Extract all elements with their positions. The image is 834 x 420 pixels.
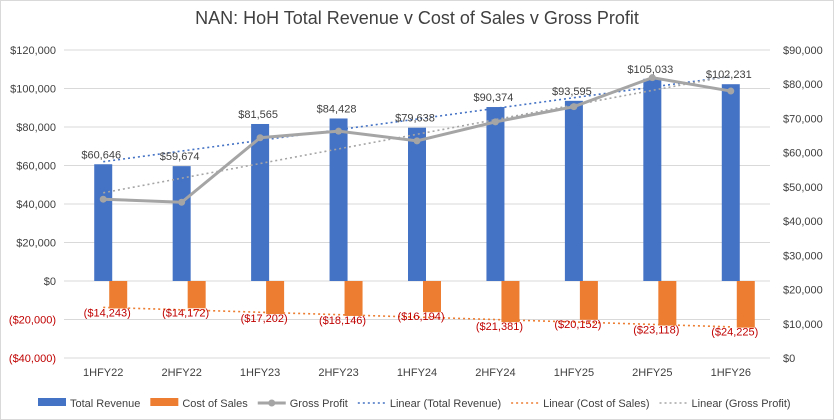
x-axis-tick-label: 1HFY26: [711, 367, 751, 379]
cost-of-sales-bar: [579, 281, 598, 320]
cost-of-sales-data-label: ($20,152): [554, 319, 601, 331]
gross-profit-marker: [570, 103, 578, 111]
revenue-bar: [408, 127, 426, 281]
right-axis-tick-label: $70,000: [783, 113, 823, 125]
gross-profit-marker: [178, 198, 186, 206]
revenue-bar: [564, 100, 583, 282]
left-axis-tick-label: ($40,000): [9, 353, 56, 365]
left-axis-tick-label: $80,000: [16, 122, 56, 134]
right-axis-tick-label: $20,000: [783, 285, 823, 297]
legend-label: Linear (Gross Profit): [692, 398, 791, 410]
right-axis-tick-label: $30,000: [783, 250, 823, 262]
legend-swatch-marker: [268, 399, 276, 407]
revenue-bar: [251, 123, 270, 282]
right-axis-tick-label: $40,000: [783, 216, 823, 228]
cost-of-sales-data-label: ($23,118): [633, 325, 679, 337]
revenue-data-label: $84,428: [317, 103, 357, 115]
cost-of-sales-bar: [187, 281, 206, 309]
revenue-bar: [721, 84, 740, 281]
gross-profit-marker: [648, 74, 656, 82]
right-axis-tick-label: $60,000: [783, 148, 823, 160]
left-axis-tick-label: $0: [44, 276, 56, 288]
cost-of-sales-bar: [501, 281, 520, 323]
revenue-data-label: $90,374: [474, 92, 514, 104]
cost-of-sales-bar: [736, 281, 755, 328]
cost-of-sales-data-label: ($17,202): [241, 313, 288, 325]
x-axis-tick-label: 2HFY23: [318, 367, 358, 379]
legend-label: Cost of Sales: [182, 398, 248, 410]
revenue-bar: [172, 166, 191, 281]
legend-label: Gross Profit: [290, 398, 348, 410]
cost-of-sales-data-label: ($14,172): [162, 307, 209, 319]
left-axis-tick-label: $60,000: [16, 161, 56, 173]
legend-swatch: [38, 398, 66, 406]
cost-of-sales-data-label: ($18,146): [319, 315, 366, 327]
revenue-data-label: $79,638: [395, 113, 435, 125]
revenue-data-label: $59,674: [160, 151, 200, 163]
gross-profit-marker: [413, 137, 421, 145]
right-axis-tick-label: $50,000: [783, 182, 823, 194]
gross-profit-marker: [256, 134, 264, 142]
gross-profit-marker: [99, 195, 107, 203]
trendline-total-revenue: [103, 75, 731, 163]
left-axis-tick-label: $120,000: [10, 45, 56, 57]
revenue-data-label: $93,595: [552, 86, 592, 98]
left-axis-tick-label: ($20,000): [9, 315, 56, 327]
x-axis-tick-label: 1HFY23: [240, 367, 280, 379]
cost-of-sales-bar: [109, 281, 128, 309]
cost-of-sales-bar: [658, 281, 677, 326]
revenue-bar: [486, 107, 505, 281]
cost-of-sales-data-label: ($24,225): [711, 327, 758, 339]
gross-profit-marker: [491, 118, 499, 126]
x-axis-tick-label: 2HFY22: [161, 367, 201, 379]
x-axis-tick-label: 2HFY24: [475, 367, 515, 379]
left-axis-tick-label: $20,000: [16, 238, 56, 250]
right-axis-tick-label: $10,000: [783, 319, 823, 331]
legend-label: Linear (Total Revenue): [390, 398, 501, 410]
revenue-bar: [643, 78, 662, 281]
revenue-data-label: $102,231: [706, 69, 752, 81]
right-axis-tick-label: $90,000: [783, 45, 823, 57]
x-axis-tick-label: 1HFY25: [554, 367, 594, 379]
x-axis-tick-label: 1HFY22: [83, 367, 123, 379]
cost-of-sales-data-label: ($14,243): [84, 307, 131, 319]
x-axis-tick-label: 1HFY24: [397, 367, 437, 379]
right-axis-tick-label: $0: [783, 353, 795, 365]
right-axis-tick-label: $80,000: [783, 79, 823, 91]
revenue-data-label: $60,646: [81, 149, 121, 161]
gross-profit-marker: [335, 127, 343, 135]
chart-title: NAN: HoH Total Revenue v Cost of Sales v…: [195, 8, 639, 28]
revenue-data-label: $81,565: [238, 109, 278, 121]
cost-of-sales-data-label: ($16,194): [397, 311, 444, 323]
trendline-gross-profit: [103, 74, 731, 194]
x-axis-tick-label: 2HFY25: [632, 367, 672, 379]
left-axis-tick-label: $40,000: [16, 199, 56, 211]
legend-label: Linear (Cost of Sales): [543, 398, 649, 410]
cost-of-sales-data-label: ($21,381): [476, 321, 523, 333]
cost-of-sales-bar: [423, 281, 441, 313]
revenue-data-label: $105,033: [627, 64, 673, 76]
gross-profit-marker: [727, 87, 735, 95]
revenue-bar: [329, 118, 348, 281]
left-axis-tick-label: $100,000: [10, 84, 56, 96]
cost-of-sales-bar: [344, 281, 363, 316]
cost-of-sales-bar: [266, 281, 285, 315]
revenue-bar: [94, 164, 113, 281]
legend-swatch: [150, 398, 179, 406]
legend-label: Total Revenue: [70, 398, 140, 410]
